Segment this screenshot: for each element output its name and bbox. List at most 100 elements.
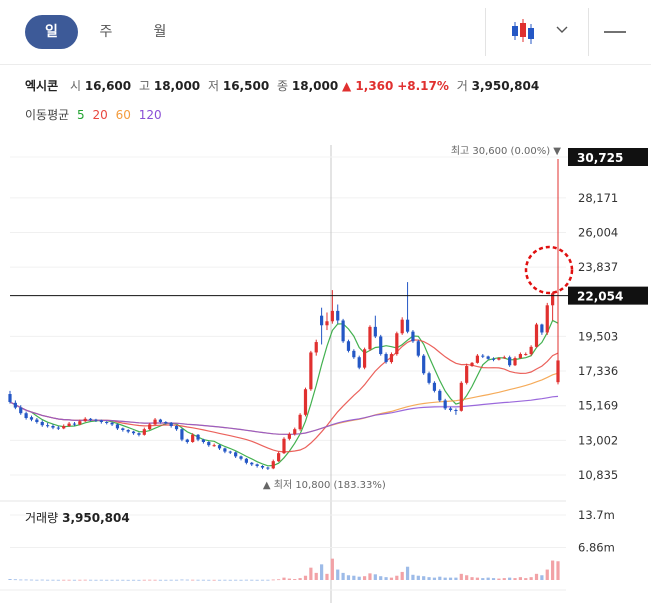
candle-body bbox=[470, 362, 474, 367]
volume-bar bbox=[346, 575, 351, 580]
open-label: 시 bbox=[69, 79, 81, 93]
volume-bar bbox=[508, 577, 512, 580]
volume-bar bbox=[51, 579, 55, 581]
high-annotation: 최고 30,600 (0.00%) ▼ bbox=[451, 145, 561, 157]
volume-bar bbox=[180, 579, 184, 581]
tab-week[interactable]: 주 bbox=[99, 24, 113, 40]
volume-bar bbox=[110, 579, 114, 581]
candle-body bbox=[379, 336, 383, 355]
minus-icon[interactable] bbox=[604, 24, 626, 40]
candle-body bbox=[502, 357, 506, 359]
y-tick-label: 23,837 bbox=[578, 260, 618, 274]
candle-body bbox=[309, 352, 313, 390]
candle-body bbox=[303, 389, 308, 415]
volume-bar bbox=[551, 560, 555, 580]
volume-bar bbox=[46, 579, 50, 581]
divider bbox=[485, 8, 486, 56]
candle-body bbox=[244, 458, 248, 463]
candle-body bbox=[448, 408, 453, 411]
volume-bar bbox=[287, 578, 291, 580]
volume-bar bbox=[314, 572, 318, 580]
open-value: 16,600 bbox=[84, 79, 132, 93]
candle-body bbox=[169, 422, 173, 426]
candle-body bbox=[384, 354, 388, 363]
candle-body bbox=[465, 366, 469, 383]
y-tick-label: 26,004 bbox=[578, 225, 618, 239]
volume-bar bbox=[40, 579, 44, 581]
candle-body bbox=[298, 414, 302, 430]
candle-body bbox=[131, 431, 136, 434]
volume-bar bbox=[126, 579, 130, 581]
volume-bar bbox=[470, 577, 474, 580]
candle-body bbox=[540, 324, 544, 333]
candle-body bbox=[201, 439, 206, 442]
candle-body bbox=[341, 320, 345, 342]
candle-body bbox=[99, 420, 103, 422]
candle-body bbox=[524, 354, 528, 356]
volume-bar bbox=[518, 577, 522, 580]
divider bbox=[0, 64, 651, 65]
candle-body bbox=[411, 331, 415, 342]
volume-bar bbox=[78, 579, 82, 581]
low-label: 저 bbox=[207, 79, 220, 93]
volume-bar bbox=[13, 579, 17, 581]
volume-bar bbox=[395, 575, 399, 580]
candle-body bbox=[83, 418, 87, 422]
ma-120[interactable]: 120 bbox=[138, 108, 162, 122]
volume-bar bbox=[298, 578, 302, 580]
volume-bar bbox=[373, 574, 377, 580]
low-value: 16,500 bbox=[222, 79, 270, 93]
volume-bar bbox=[400, 571, 404, 580]
candle-body bbox=[158, 419, 163, 422]
candle-body bbox=[24, 413, 28, 419]
volume-bar bbox=[368, 573, 372, 580]
candle-body bbox=[373, 326, 377, 337]
volume-bar bbox=[35, 579, 39, 581]
candle-body bbox=[513, 358, 517, 366]
volume-bar bbox=[19, 579, 23, 581]
volume-bar bbox=[72, 579, 77, 581]
volume-bar bbox=[158, 579, 163, 581]
candle-body bbox=[196, 434, 200, 440]
volume-bar bbox=[142, 579, 146, 581]
volume-bar bbox=[459, 573, 463, 580]
candle-body bbox=[325, 321, 329, 326]
volume-bar bbox=[448, 577, 453, 580]
candle-body bbox=[250, 462, 254, 465]
ma-label: 이동평균 bbox=[25, 108, 70, 122]
tab-month[interactable]: 월 bbox=[153, 24, 167, 40]
volume-bar bbox=[330, 558, 334, 580]
volume-bar bbox=[379, 576, 383, 580]
stock-name: 엑시콘 bbox=[25, 79, 59, 93]
candle-body bbox=[271, 461, 275, 469]
volume-bar bbox=[277, 579, 281, 581]
candle-body bbox=[432, 382, 437, 391]
candlestick-icon bbox=[512, 19, 534, 44]
tab-day[interactable]: 일 bbox=[25, 15, 78, 49]
chart-type-selector[interactable] bbox=[504, 14, 586, 48]
volume-bar bbox=[362, 576, 367, 580]
candle-body bbox=[422, 355, 426, 374]
volume-bar bbox=[260, 579, 265, 581]
candle-body bbox=[105, 422, 109, 423]
volume-panel-title: 거래량 3,950,804 bbox=[25, 509, 130, 526]
candle-body bbox=[8, 394, 12, 403]
candle-body bbox=[62, 425, 66, 429]
ma-20[interactable]: 20 bbox=[92, 108, 108, 122]
volume-bar bbox=[169, 579, 173, 581]
volume-bar bbox=[336, 569, 340, 580]
candle-body bbox=[164, 422, 168, 423]
candle-body bbox=[266, 467, 270, 469]
candle-body bbox=[389, 354, 394, 363]
candle-body bbox=[395, 333, 399, 355]
ma-60[interactable]: 60 bbox=[115, 108, 131, 122]
candle-body bbox=[293, 429, 297, 434]
candle-body bbox=[234, 452, 238, 457]
candle-body bbox=[416, 341, 420, 356]
candle-body bbox=[497, 358, 501, 360]
candle-body bbox=[362, 349, 367, 368]
candle-body bbox=[67, 423, 71, 426]
ma-5[interactable]: 5 bbox=[77, 108, 85, 122]
volume-bar bbox=[217, 579, 222, 581]
